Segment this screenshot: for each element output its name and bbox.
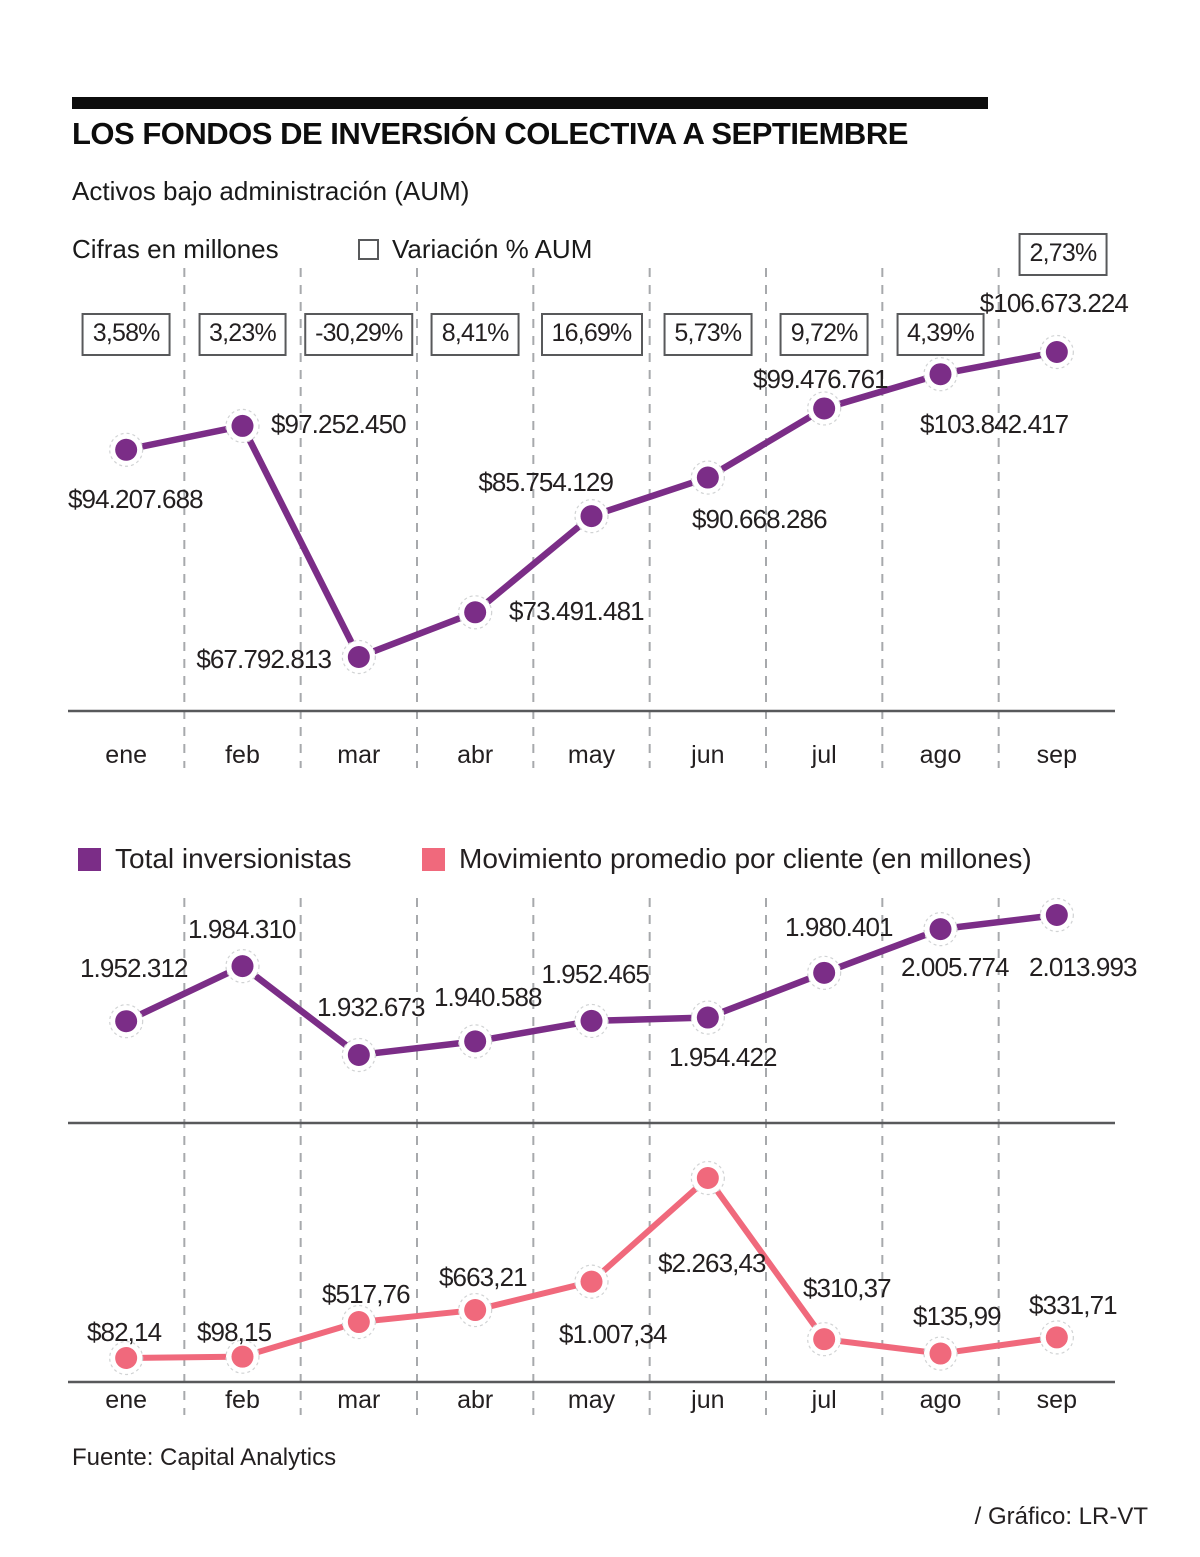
movimiento_promedio_por_cliente-point (347, 1311, 370, 1334)
movimiento_promedio_por_cliente-point (1045, 1326, 1068, 1349)
aum-value-label: $103.842.417 (920, 409, 1069, 439)
total_inversionistas-point (813, 961, 836, 984)
month-label: ene (105, 741, 147, 769)
month-label: jun (690, 741, 724, 769)
movimiento_promedio_por_cliente-value-label: $310,37 (803, 1273, 891, 1303)
aum-point (580, 505, 603, 528)
aum-point (231, 414, 254, 437)
variation-box: 2,73% (1018, 233, 1108, 276)
month-label: sep (1037, 741, 1077, 769)
aum-point (464, 601, 487, 624)
total_inversionistas-point (580, 1009, 603, 1032)
movimiento_promedio_por_cliente-value-label: $82,14 (87, 1317, 162, 1347)
movimiento_promedio_por_cliente-value-label: $517,76 (322, 1279, 410, 1309)
total_inversionistas-value-label: 2.005.774 (901, 952, 1009, 982)
month-label: jun (690, 1386, 724, 1414)
total_inversionistas-value-label: 1.954.422 (669, 1042, 777, 1072)
month-label: may (568, 1386, 616, 1414)
aum-value-label: $97.252.450 (271, 409, 406, 439)
title-accent-bar (72, 97, 988, 109)
variation-box: 5,73% (663, 313, 753, 356)
checkbox-outline-icon (358, 239, 379, 260)
movimiento_promedio_por_cliente-point (929, 1342, 952, 1365)
movimiento_promedio_por_cliente-point (580, 1270, 603, 1293)
total_inversionistas-point (696, 1006, 719, 1029)
aum-point (929, 363, 952, 386)
aum-value-label: $99.476.761 (753, 364, 888, 394)
total_inversionistas-value-label: 1.932.673 (317, 992, 425, 1022)
movimiento_promedio_por_cliente-point (231, 1345, 254, 1368)
legend-average-movement: Movimiento promedio por cliente (en mill… (422, 843, 1032, 875)
aum-value-label: $90.668.286 (692, 504, 827, 534)
source-credit: Fuente: Capital Analytics (72, 1444, 337, 1471)
total_inversionistas-point (1045, 904, 1068, 926)
total_inversionistas-point (347, 1044, 370, 1066)
month-label: may (568, 741, 616, 769)
aum-point (347, 646, 370, 668)
total_inversionistas-value-label: 1.952.312 (80, 953, 188, 983)
page-title: LOS FONDOS DE INVERSIÓN COLECTIVA A SEPT… (72, 116, 908, 151)
total_inversionistas-point (929, 918, 952, 941)
variation-legend-label: Variación % AUM (392, 234, 593, 264)
movimiento_promedio_por_cliente-point (813, 1328, 836, 1351)
month-label: ago (920, 741, 962, 769)
month-label: feb (225, 1386, 260, 1414)
total_inversionistas-point (464, 1030, 487, 1053)
variation-box: 3,23% (198, 313, 287, 356)
variation-box: 3,58% (81, 313, 171, 356)
total_inversionistas-value-label: 1.940.588 (434, 982, 542, 1012)
movimiento_promedio_por_cliente-value-label: $135,99 (913, 1301, 1001, 1331)
total_inversionistas-point (115, 1010, 138, 1033)
aum-value-label: $85.754.129 (478, 467, 613, 497)
month-label: ene (105, 1386, 147, 1414)
aum-point (696, 466, 719, 489)
month-label: ago (920, 1386, 962, 1414)
month-label: sep (1037, 1386, 1077, 1414)
movimiento_promedio_por_cliente-point (464, 1299, 487, 1322)
variation-box: 9,72% (779, 313, 869, 356)
movimiento_promedio_por_cliente-point (115, 1347, 138, 1369)
variation-box: -30,29% (304, 313, 414, 356)
total_inversionistas-point (231, 955, 254, 978)
aum-value-label: $73.491.481 (509, 596, 644, 626)
month-label: mar (337, 1386, 380, 1414)
movimiento_promedio_por_cliente-point (696, 1167, 719, 1189)
month-label: abr (457, 741, 493, 769)
movimiento_promedio_por_cliente-value-label: $98,15 (197, 1317, 272, 1347)
variation-box: 4,39% (896, 313, 985, 356)
aum-point (813, 397, 836, 420)
legend-total-investors: Total inversionistas (78, 843, 352, 875)
month-label: jul (811, 1386, 837, 1414)
month-label: feb (225, 741, 260, 769)
movimiento_promedio_por_cliente-value-label: $2.263,43 (658, 1248, 766, 1278)
month-label: mar (337, 741, 380, 769)
aum-value-label: $106.673.224 (980, 288, 1129, 318)
graphic-credit: / Gráfico: LR-VT (974, 1503, 1148, 1530)
units-note: Cifras en millones (72, 234, 279, 264)
movimiento_promedio_por_cliente-value-label: $1.007,34 (559, 1319, 667, 1349)
aum-point (115, 438, 138, 461)
pink-swatch-icon (422, 847, 445, 871)
variation-box: 16,69% (540, 313, 643, 356)
page-subtitle: Activos bajo administración (AUM) (72, 176, 470, 206)
month-label: abr (457, 1386, 493, 1414)
legend-average-movement-label: Movimiento promedio por cliente (en mill… (459, 843, 1032, 874)
legend-total-investors-label: Total inversionistas (115, 843, 352, 874)
aum-value-label: $67.792.813 (196, 644, 331, 674)
aum-value-label: $94.207.688 (68, 484, 203, 514)
total_inversionistas-value-label: 1.984.310 (188, 914, 296, 944)
variation-legend: Variación % AUM (358, 234, 592, 265)
movimiento_promedio_por_cliente-value-label: $331,71 (1029, 1290, 1117, 1320)
purple-swatch-icon (78, 847, 101, 871)
aum-point (1045, 341, 1068, 363)
variation-box: 8,41% (430, 313, 520, 356)
total_inversionistas-value-label: 1.952.465 (541, 959, 649, 989)
month-label: jul (811, 741, 837, 769)
total_inversionistas-value-label: 2.013.993 (1029, 952, 1137, 982)
movimiento_promedio_por_cliente-value-label: $663,21 (439, 1262, 527, 1292)
total_inversionistas-value-label: 1.980.401 (785, 912, 893, 942)
